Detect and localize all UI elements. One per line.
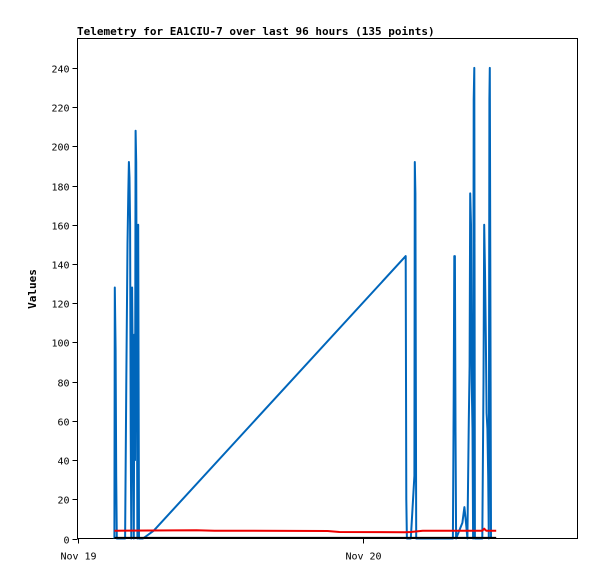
chart-title: Telemetry for EA1CIU-7 over last 96 hour… xyxy=(77,25,435,38)
y-tick-label-2: 40 xyxy=(57,457,69,468)
x-tick-label-1: Nov 20 xyxy=(345,552,381,563)
y-tick-label-11: 220 xyxy=(51,104,69,115)
series-line-1 xyxy=(114,527,497,534)
y-tick-label-7: 140 xyxy=(51,261,69,272)
y-tick-label-0: 0 xyxy=(63,536,69,547)
y-tick-label-8: 160 xyxy=(51,222,69,233)
plot-area-frame xyxy=(77,38,578,539)
y-axis: 0 20 40 60 80 100 120 140 160 180 200 220 240 xyxy=(51,65,78,547)
y-tick-label-9: 180 xyxy=(51,183,69,194)
y-tick-label-12: 240 xyxy=(51,65,69,76)
series-line-0 xyxy=(113,66,492,540)
y-tick-label-5: 100 xyxy=(51,339,69,350)
y-tick-label-4: 80 xyxy=(57,379,69,390)
y-axis-label: Values xyxy=(26,269,39,309)
y-tick-label-6: 120 xyxy=(51,300,69,311)
x-tick-label-0: Nov 19 xyxy=(60,552,96,563)
y-tick-label-10: 200 xyxy=(51,143,69,154)
y-tick-label-3: 60 xyxy=(57,418,69,429)
series-layer xyxy=(113,66,497,540)
x-axis: Nov 19 Nov 20 xyxy=(60,538,382,563)
y-tick-label-1: 20 xyxy=(57,496,69,507)
